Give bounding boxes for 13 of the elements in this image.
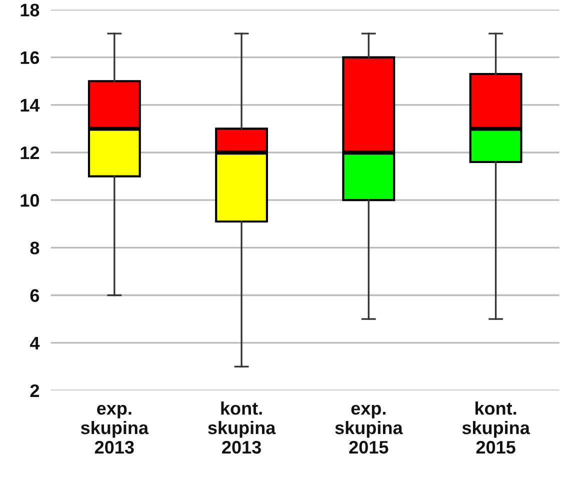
y-tick-label: 2 bbox=[30, 384, 40, 397]
y-tick-label: 12 bbox=[20, 146, 40, 160]
y-tick-label: 4 bbox=[30, 336, 40, 350]
x-tick-label: exp. skupina 2013 bbox=[80, 404, 149, 454]
x-tick-label: kont. skupina 2013 bbox=[208, 402, 276, 454]
x-tick-label: kont. skupina 2015 bbox=[462, 402, 530, 454]
y-tick-label: 10 bbox=[20, 194, 39, 207]
y-tick-label: 16 bbox=[20, 51, 40, 64]
y-tick-label: 8 bbox=[30, 242, 40, 254]
y-tick-label: 14 bbox=[20, 99, 40, 112]
y-tick-label: 18 bbox=[20, 4, 40, 16]
x-tick-label: exp. skupina 2015 bbox=[335, 404, 403, 454]
y-tick-label: 6 bbox=[30, 289, 40, 302]
